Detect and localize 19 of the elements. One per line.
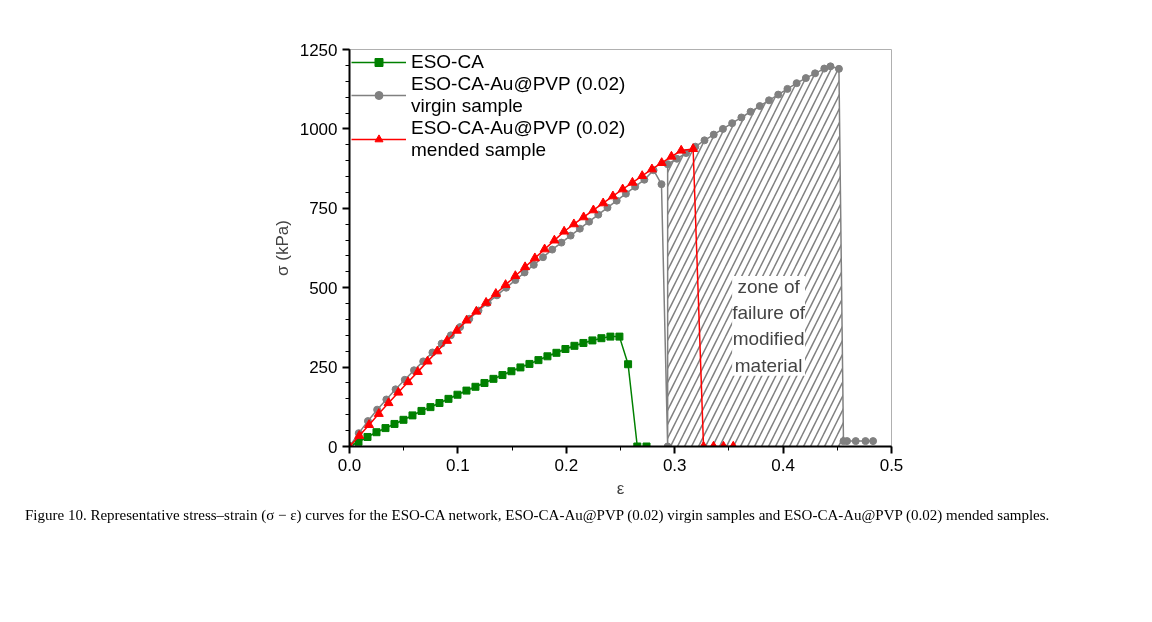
x-axis-title: ε xyxy=(616,478,625,498)
legend-label: ESO-CA-Au@PVP (0.02) mended sample xyxy=(411,117,626,161)
x-tick-label: 0.5 xyxy=(879,455,904,475)
y-tick-label: 1000 xyxy=(299,119,338,139)
y-tick-label: 1250 xyxy=(299,40,338,60)
x-tick-label: 0.0 xyxy=(337,455,362,475)
y-tick-label: 0 xyxy=(328,437,338,457)
x-tick-label: 0.1 xyxy=(446,455,470,475)
legend-label: ESO-CA-Au@PVP (0.02) virgin sample xyxy=(411,73,626,117)
x-tick-label: 0.2 xyxy=(554,455,579,475)
y-tick-label: 250 xyxy=(309,358,338,378)
y-tick-label: 750 xyxy=(309,199,338,219)
caption: Figure 10. Representative stress–strain (σ − ε) curves for the ESO-CA network, ESO-CA-Au@PVP (0.02) virgin samples and ESO-CA-Au@PVP (0.02) mended samples. xyxy=(25,506,1051,525)
x-tick-label: 0.3 xyxy=(662,455,687,475)
band-label: zone of failure of modified material xyxy=(732,275,806,376)
x-tick-label: 0.4 xyxy=(771,455,795,475)
legend-label: ESO-CA xyxy=(411,51,484,73)
y-axis-title: σ (kPa) xyxy=(272,220,292,276)
y-tick-label: 500 xyxy=(309,278,338,298)
